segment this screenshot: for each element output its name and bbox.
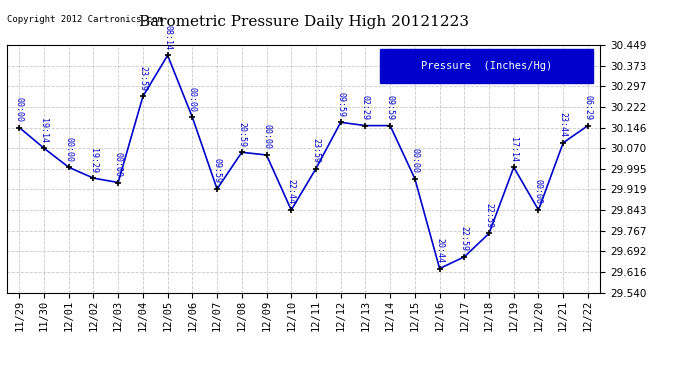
Text: 22:44: 22:44 [287,180,296,204]
Text: 19:14: 19:14 [39,118,48,142]
Text: 20:44: 20:44 [435,238,444,263]
Text: 06:29: 06:29 [584,95,593,120]
Text: Barometric Pressure Daily High 20121223: Barometric Pressure Daily High 20121223 [139,15,469,29]
Text: 09:59: 09:59 [386,95,395,120]
Text: 22:59: 22:59 [484,203,493,228]
Text: Pressure  (Inches/Hg): Pressure (Inches/Hg) [421,61,552,70]
Text: 19:29: 19:29 [89,148,98,172]
Text: 08:14: 08:14 [163,25,172,50]
Text: 00:00: 00:00 [64,137,73,162]
Text: 20:59: 20:59 [237,122,246,147]
Text: 09:59: 09:59 [336,92,345,117]
Text: 23:59: 23:59 [139,66,148,91]
Text: 00:00: 00:00 [411,148,420,173]
Text: 00:00: 00:00 [534,180,543,204]
Text: 23:44: 23:44 [559,112,568,137]
Text: 00:00: 00:00 [262,124,271,150]
Text: 22:59: 22:59 [460,226,469,251]
Text: 00:00: 00:00 [14,97,23,122]
Text: Copyright 2012 Cartronics.com: Copyright 2012 Cartronics.com [7,15,163,24]
Text: 00:00: 00:00 [114,152,123,177]
Text: 09:59: 09:59 [213,159,221,183]
Text: 23:59: 23:59 [311,138,320,163]
Text: 02:29: 02:29 [361,95,370,120]
Text: 00:00: 00:00 [188,87,197,112]
Text: 17:14: 17:14 [509,137,518,162]
